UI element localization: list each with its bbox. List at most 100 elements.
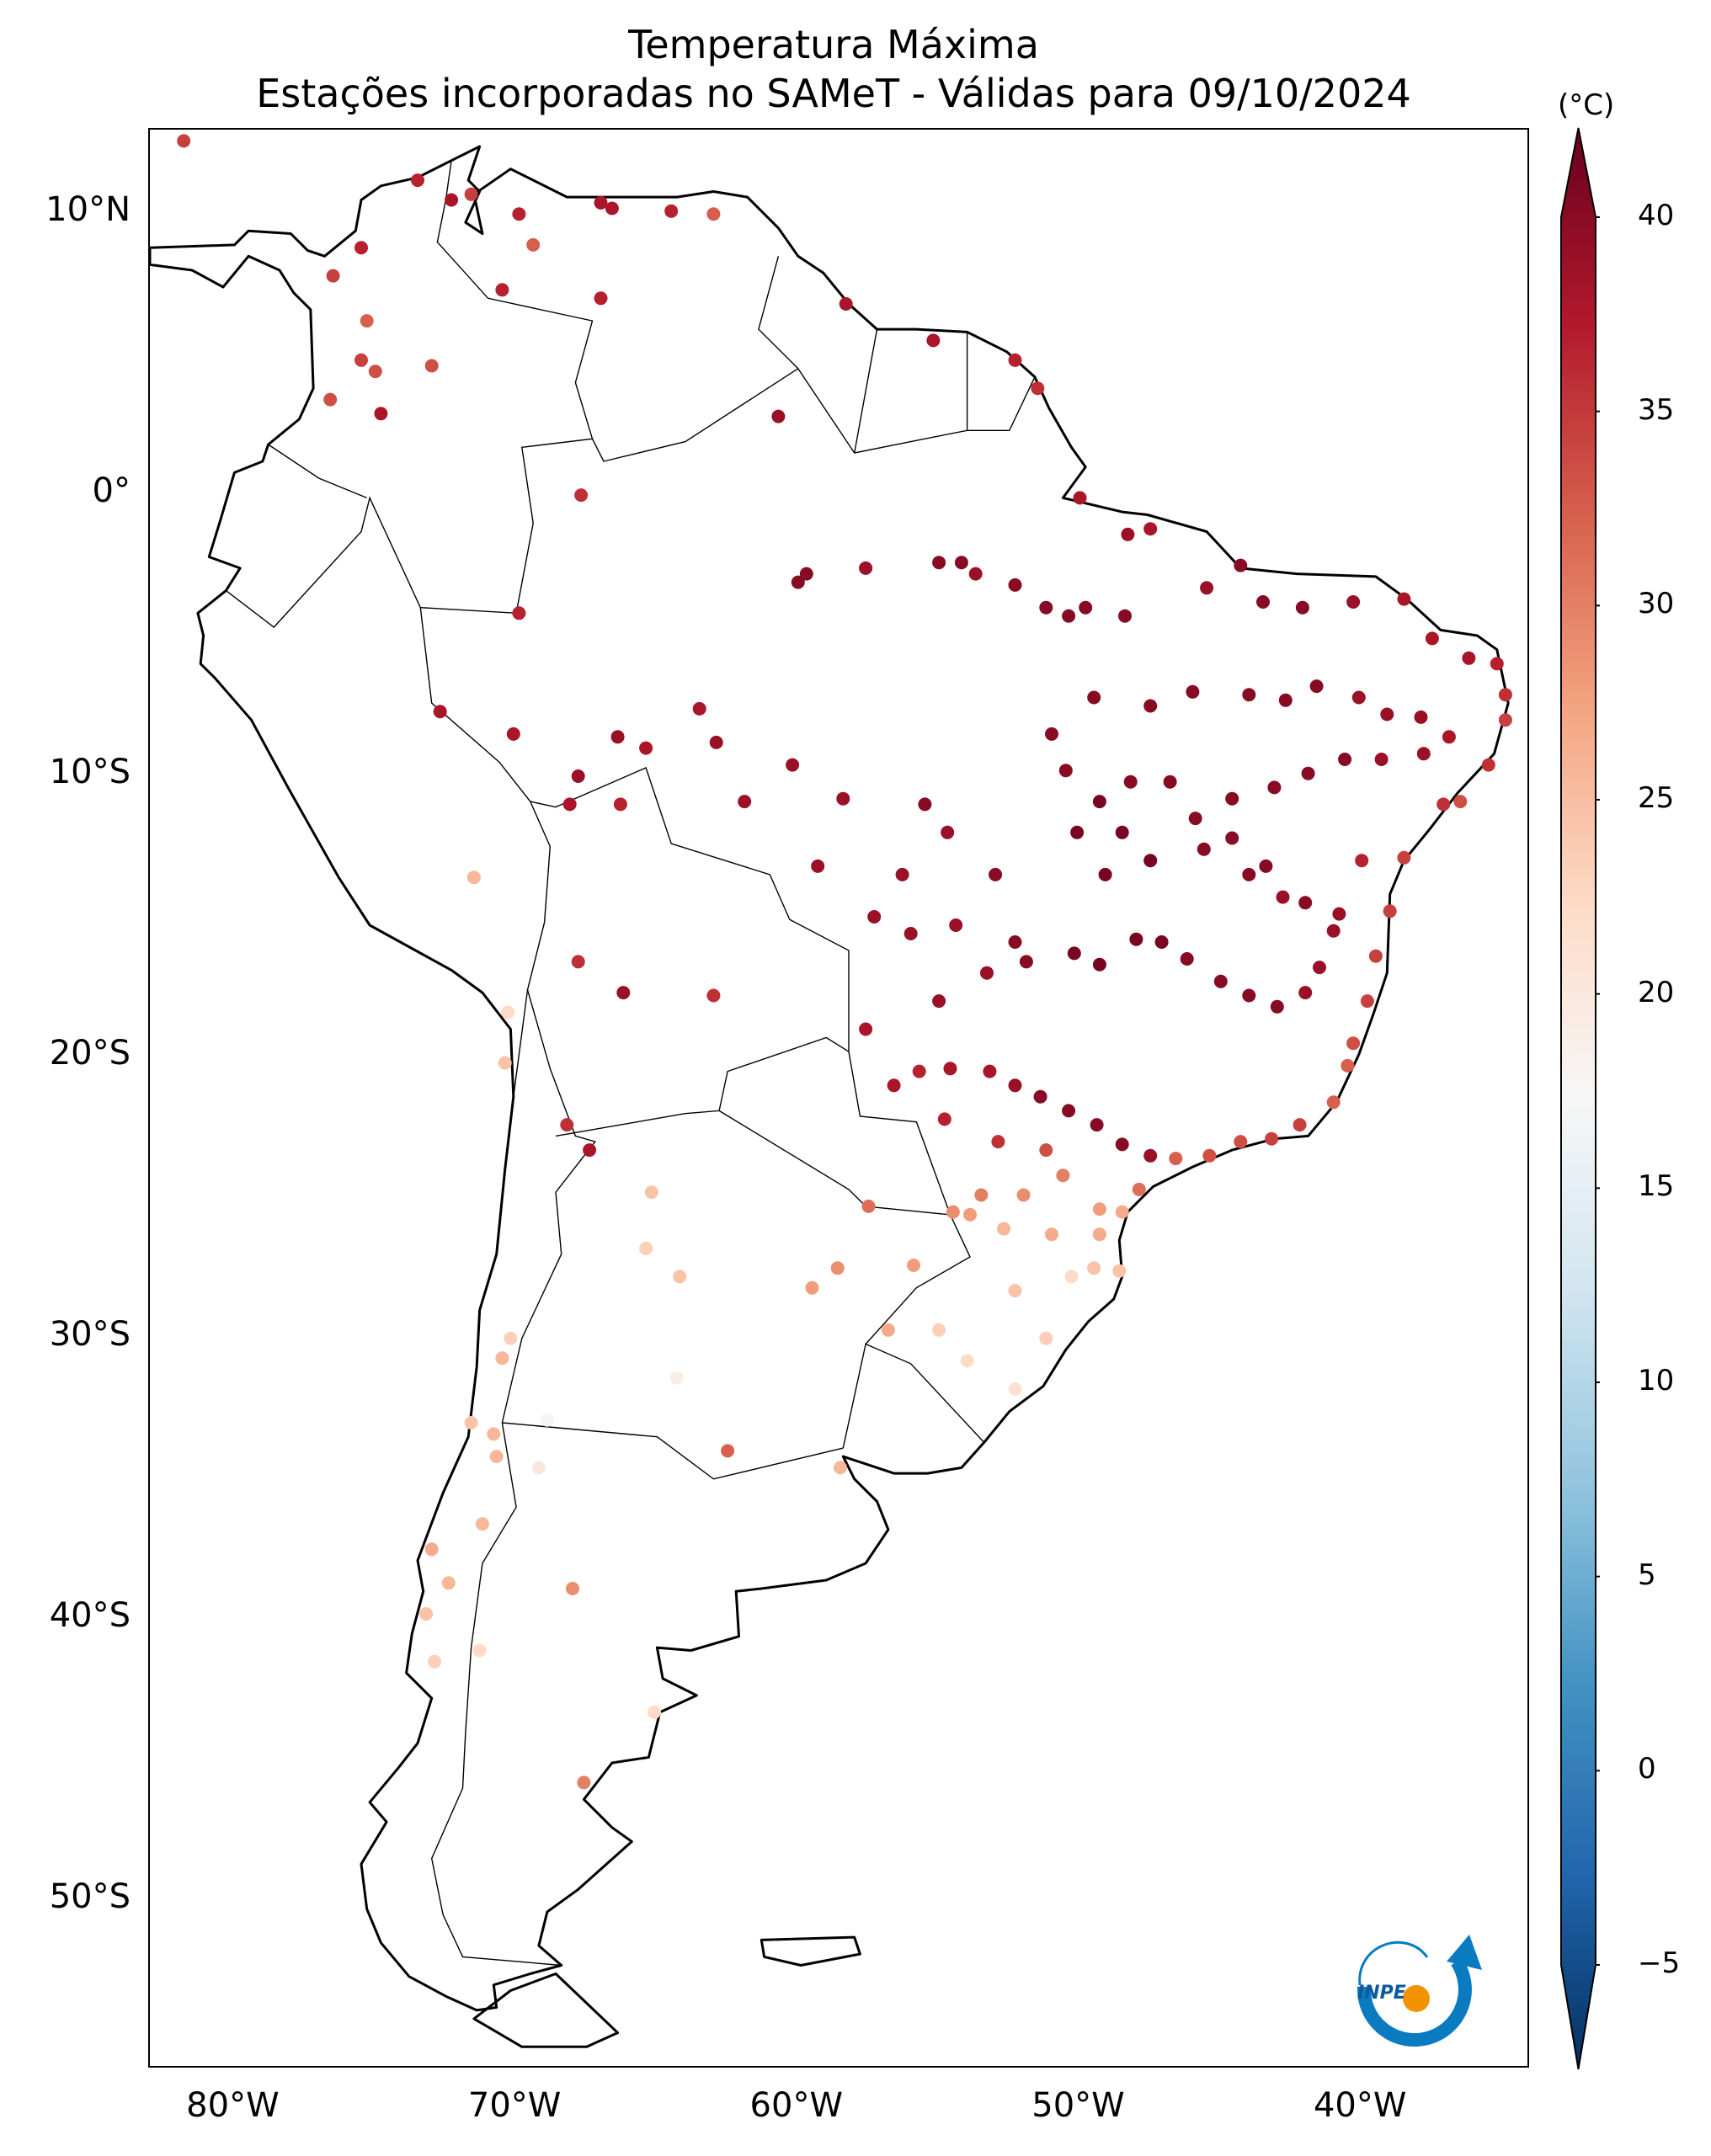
station-marker: [1338, 753, 1352, 766]
station-marker: [709, 735, 723, 749]
station-marker: [664, 204, 679, 218]
station-marker: [354, 241, 368, 255]
station-marker: [512, 606, 526, 620]
station-marker: [811, 859, 825, 873]
station-marker: [1453, 795, 1468, 809]
station-marker: [354, 353, 368, 367]
station-marker: [495, 283, 509, 297]
station-marker: [419, 1607, 433, 1621]
station-marker: [926, 333, 941, 348]
station-marker: [644, 1185, 658, 1200]
station-marker: [738, 795, 752, 809]
station-marker: [963, 1207, 977, 1222]
map-subtitle: Estações incorporadas no SAMeT - Válidas…: [256, 71, 1411, 116]
station-marker: [616, 986, 631, 1000]
station-marker: [639, 741, 653, 755]
station-marker: [912, 1064, 926, 1078]
station-marker: [887, 1078, 901, 1093]
coastline-path: [150, 145, 1510, 2012]
station-marker: [1346, 595, 1361, 609]
island-outline: [760, 1935, 861, 1967]
coastline: [150, 145, 1510, 2048]
station-marker: [1073, 491, 1087, 505]
lat-label: 50°S: [49, 1877, 131, 1916]
station-marker: [1045, 727, 1058, 741]
station-marker: [1200, 581, 1214, 595]
station-marker: [1008, 1284, 1022, 1298]
station-marker: [560, 1118, 574, 1132]
station-marker: [577, 1775, 591, 1790]
station-marker: [1039, 600, 1053, 615]
station-marker: [466, 870, 481, 885]
station-marker: [903, 927, 918, 940]
colorbar-tick-label: 15: [1638, 1169, 1675, 1204]
station-marker: [1115, 1205, 1129, 1219]
station-marker: [1234, 1135, 1248, 1149]
colorbar-unit: (°C): [1558, 88, 1615, 122]
border-line: [225, 496, 421, 628]
border-line: [436, 160, 594, 439]
station-marker: [859, 1022, 873, 1036]
station-marker: [954, 556, 968, 570]
station-marker: [1225, 831, 1239, 845]
station-marker: [583, 1143, 597, 1158]
station-marker: [1008, 1381, 1022, 1396]
station-marker: [669, 1371, 684, 1385]
station-marker: [1368, 949, 1383, 963]
station-marker: [791, 575, 805, 589]
station-marker: [1019, 955, 1033, 969]
station-marker: [1008, 353, 1022, 367]
south-america-map: [150, 134, 1512, 2048]
station-marker: [1169, 1152, 1183, 1166]
colorbar-gradient: [1560, 127, 1596, 2070]
station-marker: [881, 1323, 895, 1337]
station-marker: [1234, 558, 1248, 572]
colorbar-tick-label: 25: [1638, 781, 1675, 815]
station-marker: [594, 291, 608, 306]
island-outline: [472, 1972, 620, 2048]
station-marker: [1242, 867, 1256, 881]
station-marker: [360, 314, 374, 328]
station-marker: [1397, 592, 1411, 606]
station-marker: [1090, 1118, 1104, 1132]
station-marker: [605, 201, 619, 216]
border-line: [758, 256, 799, 370]
station-marker: [504, 1331, 518, 1345]
station-marker: [1436, 797, 1451, 812]
station-marker: [786, 758, 800, 772]
station-marker: [1079, 600, 1093, 615]
station-marker: [1298, 986, 1313, 1000]
border-line: [718, 1110, 951, 1216]
station-marker: [1143, 1148, 1158, 1163]
station-marker: [323, 392, 338, 407]
station-marker: [692, 701, 706, 716]
station-marker: [495, 1351, 509, 1365]
lat-label: 10°S: [49, 753, 131, 791]
station-marker: [1123, 775, 1138, 789]
station-marker: [1360, 994, 1374, 1009]
station-marker: [368, 365, 382, 379]
station-marker: [830, 1261, 845, 1275]
station-marker: [464, 1416, 478, 1429]
station-marker: [498, 1056, 512, 1070]
station-marker: [1056, 1168, 1070, 1183]
station-marker: [1008, 578, 1022, 592]
station-marker: [424, 1542, 439, 1557]
station-marker: [472, 1643, 487, 1658]
station-marker: [974, 1188, 989, 1202]
colorbar-tick-marks: [1596, 216, 1600, 1966]
station-marker: [574, 488, 589, 503]
station-marker: [512, 207, 526, 221]
station-marker: [506, 727, 520, 741]
station-marker: [1309, 679, 1324, 694]
station-marker: [1087, 1261, 1101, 1275]
station-marker: [1070, 825, 1085, 839]
station-marker: [424, 359, 439, 373]
station-marker: [326, 269, 340, 283]
station-marker: [610, 730, 625, 744]
station-marker: [706, 988, 721, 1003]
station-marker: [1481, 758, 1495, 772]
colorbar-tick-label: 5: [1638, 1557, 1656, 1592]
station-marker: [1033, 1089, 1047, 1104]
station-marker: [1270, 999, 1284, 1014]
